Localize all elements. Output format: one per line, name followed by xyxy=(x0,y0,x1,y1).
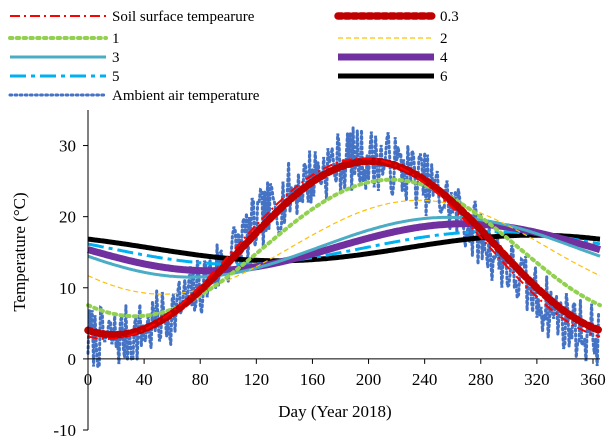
series-line-0 xyxy=(87,157,601,340)
x-tick-label: 0 xyxy=(84,370,93,389)
legend-label-7: 6 xyxy=(440,69,448,85)
x-tick-label: 360 xyxy=(580,370,606,389)
y-tick-label: 20 xyxy=(59,208,76,227)
x-tick-label: 80 xyxy=(192,370,209,389)
axes: -10 0 10 20 30 0 40 80 120 160 200 240 280 320 360 xyxy=(53,110,606,438)
series-line-7 xyxy=(87,232,601,264)
x-tick-label: 200 xyxy=(356,370,382,389)
y-tick-label: -10 xyxy=(53,421,76,438)
y-axis-title: Temperature (°C) xyxy=(10,192,29,311)
x-tick-label: 320 xyxy=(524,370,550,389)
series-line-1 xyxy=(84,157,604,339)
legend-label-4: 3 xyxy=(112,50,120,66)
x-tick-label: 40 xyxy=(136,370,153,389)
legend-label-1: 0.3 xyxy=(440,9,459,25)
legend-label-5: 4 xyxy=(440,50,448,66)
x-tick-label: 120 xyxy=(244,370,270,389)
y-tick-label: 30 xyxy=(59,137,76,156)
series-line-3 xyxy=(87,199,601,295)
x-axis-title: Day (Year 2018) xyxy=(278,402,391,421)
legend-label-3: 2 xyxy=(440,31,448,47)
x-tick-label: 280 xyxy=(468,370,494,389)
x-tick-label: 160 xyxy=(300,370,326,389)
y-tick-label: 10 xyxy=(59,279,76,298)
x-tick-label: 240 xyxy=(412,370,438,389)
legend-label-2: 1 xyxy=(112,31,120,47)
series-line-8 xyxy=(86,127,602,370)
legend: Soil surface tempearure 0.3 1 2 3 4 5 6 Ambient … xyxy=(8,9,459,104)
legend-label-0: Soil surface tempearure xyxy=(112,9,255,25)
plot-series xyxy=(84,127,604,370)
series-line-6 xyxy=(87,230,601,266)
series-line-4 xyxy=(87,215,601,279)
legend-label-6: 5 xyxy=(112,69,120,85)
y-tick-label: 0 xyxy=(68,350,77,369)
legend-label-8: Ambient air temperature xyxy=(112,88,260,104)
